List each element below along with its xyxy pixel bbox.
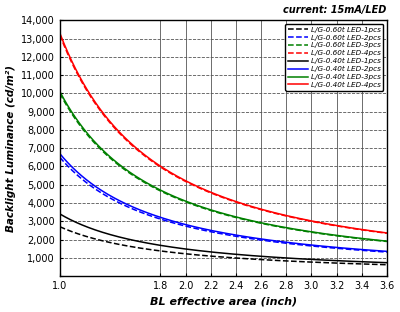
Line: L/G-0.40t LED-1pcs: L/G-0.40t LED-1pcs (60, 214, 387, 263)
L/G-0.60t LED-2pcs (384, 250, 389, 254)
X-axis label: BL effective area (inch): BL effective area (inch) (150, 296, 297, 306)
L/G-0.40t LED-1pcs (215, 251, 220, 255)
L/G-0.40t LED-1pcs (376, 261, 381, 264)
L/G-0.60t LED-2pcs (58, 155, 62, 159)
L/G-0.60t LED-2pcs (215, 231, 220, 235)
L/G-0.40t LED-3pcs (215, 210, 220, 214)
L/G-0.40t LED-3pcs (58, 90, 62, 94)
L/G-0.60t LED-1pcs (234, 256, 239, 260)
Legend: L/G-0.60t LED-1pcs, L/G-0.60t LED-2pcs, L/G-0.60t LED-3pcs, L/G-0.60t LED-4pcs, : L/G-0.60t LED-1pcs, L/G-0.60t LED-2pcs, … (285, 24, 383, 90)
L/G-0.60t LED-3pcs (252, 220, 257, 224)
L/G-0.40t LED-1pcs (326, 258, 330, 262)
L/G-0.60t LED-1pcs (326, 261, 330, 265)
L/G-0.60t LED-4pcs (376, 230, 381, 234)
L/G-0.60t LED-1pcs (376, 263, 381, 266)
L/G-0.40t LED-2pcs (213, 229, 218, 233)
Line: L/G-0.40t LED-3pcs: L/G-0.40t LED-3pcs (60, 92, 387, 241)
L/G-0.60t LED-2pcs (234, 235, 239, 238)
L/G-0.40t LED-3pcs (376, 238, 381, 242)
L/G-0.60t LED-3pcs (234, 216, 239, 220)
Line: L/G-0.60t LED-1pcs: L/G-0.60t LED-1pcs (60, 227, 387, 265)
L/G-0.60t LED-2pcs (326, 246, 330, 249)
L/G-0.40t LED-1pcs (384, 261, 389, 265)
L/G-0.40t LED-4pcs (252, 205, 257, 209)
L/G-0.60t LED-1pcs (252, 257, 257, 261)
L/G-0.40t LED-3pcs (234, 215, 239, 219)
Line: L/G-0.60t LED-4pcs: L/G-0.60t LED-4pcs (60, 35, 387, 233)
L/G-0.60t LED-3pcs (376, 239, 381, 242)
L/G-0.40t LED-4pcs (213, 192, 218, 196)
L/G-0.40t LED-4pcs (326, 222, 330, 226)
L/G-0.40t LED-3pcs (326, 232, 330, 236)
L/G-0.60t LED-3pcs (213, 210, 218, 214)
L/G-0.60t LED-2pcs (376, 250, 381, 253)
L/G-0.40t LED-2pcs (384, 250, 389, 253)
L/G-0.40t LED-2pcs (58, 152, 62, 156)
L/G-0.40t LED-4pcs (58, 31, 62, 35)
L/G-0.40t LED-4pcs (376, 230, 381, 234)
L/G-0.60t LED-2pcs (213, 231, 218, 234)
L/G-0.60t LED-4pcs (234, 201, 239, 204)
Line: L/G-0.60t LED-2pcs: L/G-0.60t LED-2pcs (60, 157, 387, 252)
L/G-0.40t LED-2pcs (326, 245, 330, 249)
Line: L/G-0.60t LED-3pcs: L/G-0.60t LED-3pcs (60, 93, 387, 241)
L/G-0.40t LED-3pcs (252, 219, 257, 223)
L/G-0.60t LED-1pcs (215, 255, 220, 259)
L/G-0.60t LED-4pcs (58, 33, 62, 37)
L/G-0.60t LED-3pcs (384, 240, 389, 243)
L/G-0.60t LED-1pcs (213, 255, 218, 258)
L/G-0.40t LED-4pcs (384, 231, 389, 235)
L/G-0.60t LED-3pcs (58, 91, 62, 95)
L/G-0.60t LED-4pcs (384, 232, 389, 235)
L/G-0.60t LED-4pcs (215, 193, 220, 197)
L/G-0.60t LED-3pcs (326, 233, 330, 236)
L/G-0.40t LED-2pcs (215, 230, 220, 233)
L/G-0.40t LED-2pcs (252, 236, 257, 240)
L/G-0.60t LED-2pcs (252, 237, 257, 241)
L/G-0.60t LED-4pcs (252, 206, 257, 210)
L/G-0.40t LED-4pcs (215, 193, 220, 197)
L/G-0.40t LED-3pcs (384, 239, 389, 243)
L/G-0.40t LED-1pcs (213, 251, 218, 254)
L/G-0.40t LED-3pcs (213, 209, 218, 213)
L/G-0.40t LED-1pcs (58, 212, 62, 216)
L/G-0.40t LED-2pcs (234, 233, 239, 237)
Y-axis label: Backlight Luminance (cd/m²): Backlight Luminance (cd/m²) (6, 65, 16, 232)
Line: L/G-0.40t LED-2pcs: L/G-0.40t LED-2pcs (60, 154, 387, 251)
Line: L/G-0.40t LED-4pcs: L/G-0.40t LED-4pcs (60, 33, 387, 233)
L/G-0.40t LED-4pcs (234, 200, 239, 204)
L/G-0.60t LED-1pcs (384, 263, 389, 266)
L/G-0.40t LED-2pcs (376, 249, 381, 253)
L/G-0.40t LED-1pcs (252, 254, 257, 258)
Text: current: 15mA/LED: current: 15mA/LED (284, 5, 387, 15)
L/G-0.60t LED-1pcs (58, 225, 62, 229)
L/G-0.40t LED-1pcs (234, 252, 239, 256)
L/G-0.60t LED-4pcs (213, 193, 218, 197)
L/G-0.60t LED-3pcs (215, 211, 220, 214)
L/G-0.60t LED-4pcs (326, 222, 330, 226)
